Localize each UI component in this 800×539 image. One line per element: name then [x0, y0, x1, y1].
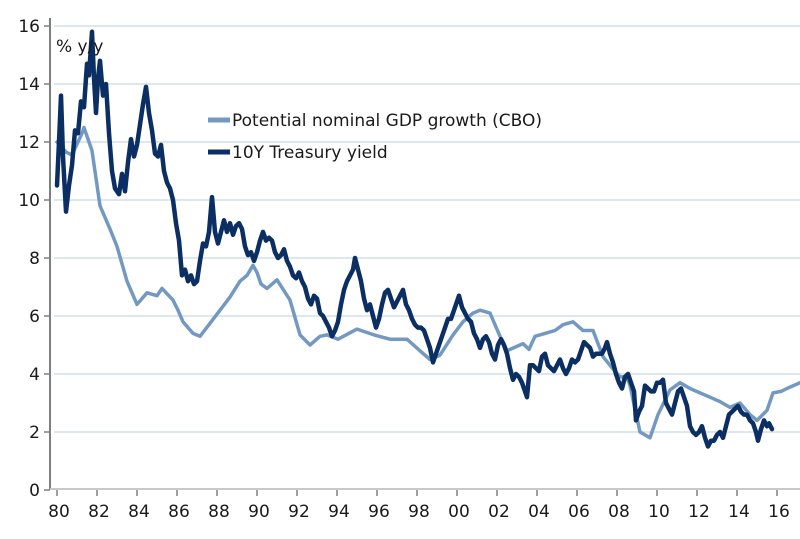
- gridlines: [54, 25, 800, 433]
- y-tick-label: 8: [29, 249, 40, 269]
- x-tick-label: 98: [408, 502, 430, 522]
- x-tick-label: 10: [648, 502, 670, 522]
- y-unit-label: % y/y: [56, 37, 103, 57]
- y-tick-label: 6: [29, 307, 40, 327]
- x-tick-label: 16: [768, 502, 790, 522]
- x-tick-label: 02: [488, 502, 510, 522]
- series-line-10y-treasury: [54, 29, 775, 449]
- y-tick-label: 16: [18, 17, 40, 37]
- series-layer: [54, 29, 800, 449]
- axes: [49, 18, 800, 490]
- y-axis-ticks: 0 2 4 6 8 10 12 14 16: [18, 17, 50, 501]
- series-line-cbo-potential-gdp: [55, 125, 800, 440]
- x-tick-label: 08: [608, 502, 630, 522]
- x-tick-label: 12: [688, 502, 710, 522]
- x-tick-label: 00: [448, 502, 470, 522]
- x-tick-label: 06: [568, 502, 590, 522]
- x-tick-label: 94: [328, 502, 350, 522]
- y-tick-label: 4: [29, 365, 40, 385]
- y-tick-label: 10: [18, 191, 40, 211]
- y-tick-label: 12: [18, 133, 40, 153]
- legend-label-cbo: Potential nominal GDP growth (CBO): [232, 111, 542, 131]
- x-tick-label: 14: [728, 502, 750, 522]
- y-tick-label: 14: [18, 75, 40, 95]
- x-tick-label: 86: [168, 502, 190, 522]
- x-tick-label: 96: [368, 502, 390, 522]
- legend: Potential nominal GDP growth (CBO) 10Y T…: [208, 111, 542, 163]
- x-tick-label: 88: [208, 502, 230, 522]
- x-tick-label: 82: [88, 502, 110, 522]
- x-tick-label: 04: [528, 502, 550, 522]
- x-tick-label: 90: [248, 502, 270, 522]
- y-tick-label: 2: [29, 423, 40, 443]
- y-tick-label: 0: [29, 481, 40, 501]
- legend-label-treasury: 10Y Treasury yield: [232, 143, 388, 163]
- x-tick-label: 84: [128, 502, 150, 522]
- x-tick-label: 80: [48, 502, 70, 522]
- x-axis-ticks: 80 82 84 86 88 90 92 94 96 98 00 02 04 06 08 10 12 14 16: [48, 490, 790, 522]
- x-tick-label: 92: [288, 502, 310, 522]
